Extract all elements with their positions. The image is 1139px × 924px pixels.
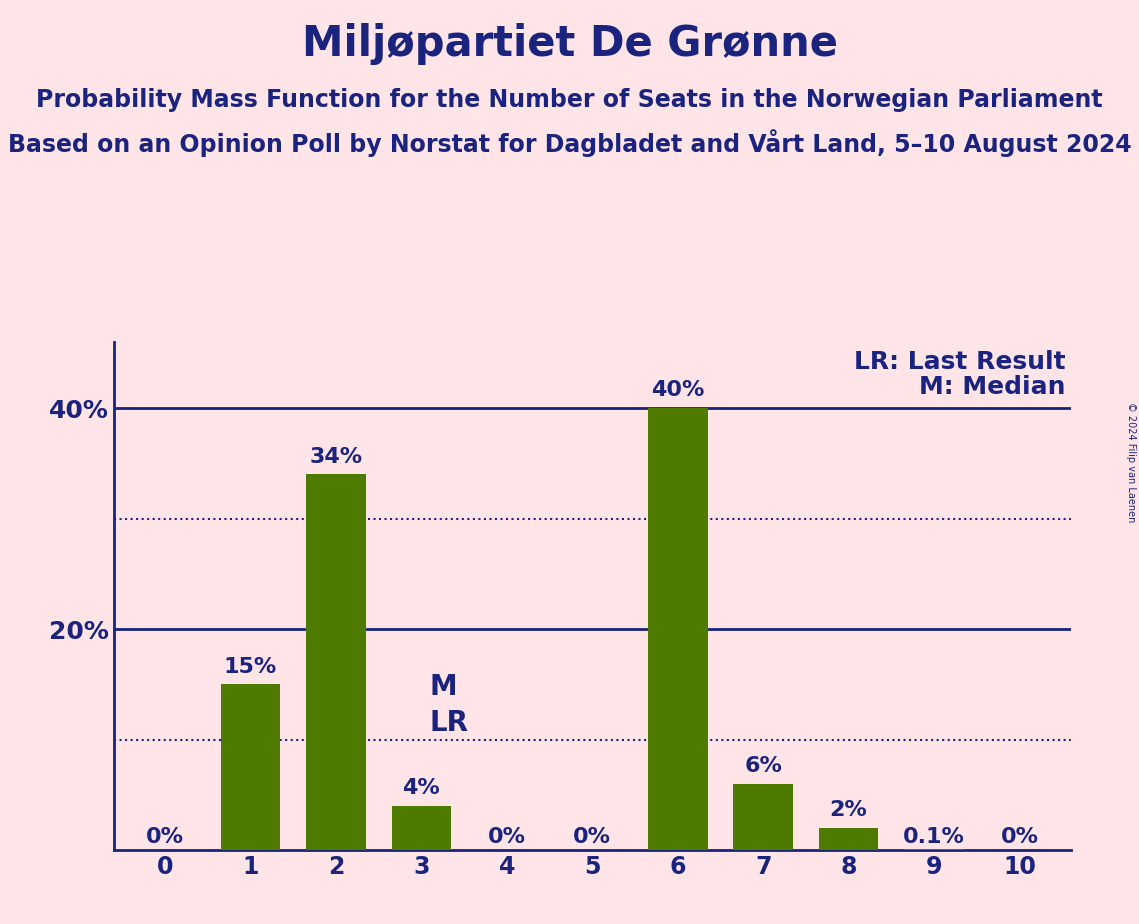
Text: © 2024 Filip van Laenen: © 2024 Filip van Laenen bbox=[1126, 402, 1136, 522]
Bar bbox=[904, 849, 964, 850]
Bar bbox=[648, 408, 707, 850]
Text: LR: Last Result: LR: Last Result bbox=[854, 349, 1066, 373]
Text: 40%: 40% bbox=[652, 381, 704, 400]
Text: 15%: 15% bbox=[224, 657, 277, 676]
Text: 34%: 34% bbox=[310, 446, 362, 467]
Bar bbox=[734, 784, 793, 850]
Bar bbox=[819, 828, 878, 850]
Bar bbox=[221, 685, 280, 850]
Text: 0%: 0% bbox=[146, 827, 185, 846]
Text: 0.1%: 0.1% bbox=[903, 827, 965, 846]
Bar bbox=[306, 474, 366, 850]
Text: 6%: 6% bbox=[744, 756, 782, 776]
Text: LR: LR bbox=[429, 710, 469, 737]
Text: 0%: 0% bbox=[487, 827, 526, 846]
Text: Probability Mass Function for the Number of Seats in the Norwegian Parliament: Probability Mass Function for the Number… bbox=[36, 88, 1103, 112]
Bar bbox=[392, 806, 451, 850]
Text: Based on an Opinion Poll by Norstat for Dagbladet and Vårt Land, 5–10 August 202: Based on an Opinion Poll by Norstat for … bbox=[8, 129, 1131, 157]
Text: M: M bbox=[429, 673, 458, 701]
Text: Miljøpartiet De Grønne: Miljøpartiet De Grønne bbox=[302, 23, 837, 65]
Text: 0%: 0% bbox=[1000, 827, 1039, 846]
Text: 2%: 2% bbox=[829, 800, 868, 821]
Text: 0%: 0% bbox=[573, 827, 612, 846]
Text: 4%: 4% bbox=[402, 778, 441, 798]
Text: M: Median: M: Median bbox=[919, 375, 1066, 399]
